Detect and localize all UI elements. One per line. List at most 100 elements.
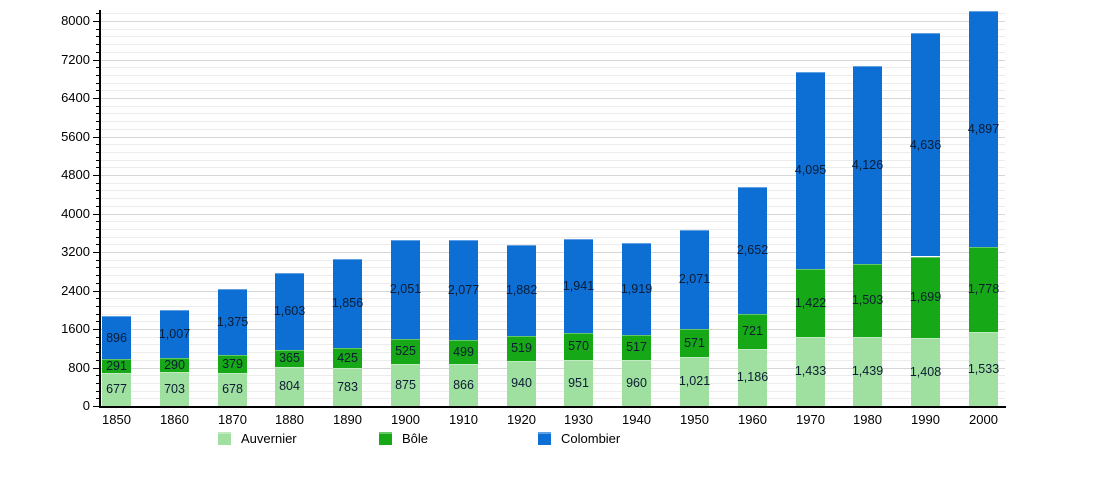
bar-segment-colombier-1950: 2,071 (679, 229, 710, 330)
bar-value-label: 703 (164, 381, 185, 396)
minor-gridline (101, 190, 1005, 191)
minor-gridline (101, 275, 1005, 276)
bar-value-label: 1,941 (562, 278, 595, 293)
minor-gridline (101, 160, 1005, 161)
minor-gridline (101, 314, 1005, 315)
major-gridline (101, 214, 1005, 215)
bar-segment-colombier-1850: 896 (102, 316, 131, 360)
y-minor-tick (96, 121, 99, 122)
bar-value-label: 1,408 (909, 364, 942, 379)
y-tick-label: 8000 (61, 13, 90, 28)
bar-segment-auvernier-1900: 875 (391, 363, 420, 406)
bar-segment-auvernier-1870: 678 (218, 373, 247, 406)
bar-segment-auvernier-1990: 1,408 (909, 338, 942, 406)
minor-gridline (101, 298, 1005, 299)
bar-value-label: 875 (395, 377, 416, 392)
bar-segment-colombier-1940: 1,919 (621, 242, 652, 335)
y-minor-tick (96, 306, 99, 307)
bar-segment-colombier-1870: 1,375 (216, 289, 249, 356)
minor-gridline (101, 337, 1005, 338)
minor-gridline (101, 283, 1005, 284)
major-gridline (101, 60, 1005, 61)
bar-value-label: 4,126 (851, 157, 884, 172)
minor-gridline (101, 391, 1005, 392)
bar-value-label: 517 (626, 340, 647, 355)
minor-gridline (101, 206, 1005, 207)
y-minor-tick (96, 113, 99, 114)
bar-value-label: 940 (511, 376, 532, 391)
bar-value-label: 519 (511, 341, 532, 356)
minor-gridline (101, 229, 1005, 230)
minor-gridline (101, 306, 1005, 307)
bar-segment-colombier-1880: 1,603 (274, 272, 305, 350)
bar-value-label: 571 (684, 335, 705, 350)
major-gridline (101, 291, 1005, 292)
y-minor-tick (96, 244, 99, 245)
major-gridline (101, 175, 1005, 176)
y-minor-tick (96, 321, 99, 322)
minor-gridline (101, 113, 1005, 114)
legend-item-bole: Bôle (379, 431, 428, 446)
x-tick-label: 1890 (333, 412, 362, 427)
bar-segment-colombier-1990: 4,636 (910, 33, 941, 257)
y-minor-tick (96, 90, 99, 91)
y-minor-tick (96, 183, 99, 184)
y-minor-tick (96, 337, 99, 338)
bar-segment-colombier-1860: 1,007 (159, 309, 190, 359)
bar-segment-bole-1950: 571 (680, 329, 709, 357)
bar-value-label: 1,533 (967, 361, 1000, 376)
x-tick-label: 1900 (391, 412, 420, 427)
bar-segment-bole-1860: 290 (160, 357, 189, 373)
bar-segment-auvernier-1860: 703 (160, 372, 189, 406)
y-tick-label: 4800 (61, 167, 90, 182)
minor-gridline (101, 183, 1005, 184)
major-gridline (101, 137, 1005, 138)
y-minor-tick (96, 344, 99, 345)
bar-segment-colombier-1970: 4,095 (795, 71, 826, 269)
y-minor-tick (96, 106, 99, 107)
y-tick-label: 7200 (61, 52, 90, 67)
legend-item-auvernier: Auvernier (218, 431, 297, 446)
bar-value-label: 1,375 (216, 314, 249, 329)
y-minor-tick (96, 198, 99, 199)
bar-value-label: 677 (106, 382, 127, 397)
y-minor-tick (96, 352, 99, 353)
bar-value-label: 951 (568, 375, 589, 390)
y-major-tick (93, 137, 99, 138)
minor-gridline (101, 106, 1005, 107)
y-major-tick (93, 252, 99, 253)
y-minor-tick (96, 75, 99, 76)
minor-gridline (101, 129, 1005, 130)
y-minor-tick (96, 275, 99, 276)
minor-gridline (101, 198, 1005, 199)
minor-gridline (101, 244, 1005, 245)
bar-segment-auvernier-1980: 1,439 (851, 336, 884, 406)
bar-value-label: 291 (106, 359, 127, 374)
y-minor-tick (96, 190, 99, 191)
legend-swatch-auvernier (218, 432, 231, 445)
bar-segment-auvernier-1960: 1,186 (737, 348, 768, 406)
y-minor-tick (96, 260, 99, 261)
bar-value-label: 2,652 (736, 243, 769, 258)
bar-segment-bole-1870: 379 (218, 355, 247, 374)
minor-gridline (101, 167, 1005, 168)
minor-gridline (101, 29, 1005, 30)
bar-segment-colombier-1890: 1,856 (332, 258, 363, 348)
minor-gridline (101, 221, 1005, 222)
y-tick-label: 800 (68, 360, 90, 375)
bar-segment-colombier-1930: 1,941 (562, 239, 595, 333)
y-minor-tick (96, 360, 99, 361)
bar-value-label: 290 (164, 357, 185, 372)
bar-value-label: 499 (453, 345, 474, 360)
bar-value-label: 1,439 (851, 364, 884, 379)
y-minor-tick (96, 221, 99, 222)
y-tick-label: 3200 (61, 244, 90, 259)
x-tick-label: 1920 (507, 412, 536, 427)
y-major-tick (93, 329, 99, 330)
bar-segment-bole-1970: 1,422 (795, 268, 826, 337)
y-minor-tick (96, 144, 99, 145)
bar-segment-auvernier-2000: 1,533 (967, 332, 1000, 406)
y-major-tick (93, 291, 99, 292)
y-major-tick (93, 98, 99, 99)
